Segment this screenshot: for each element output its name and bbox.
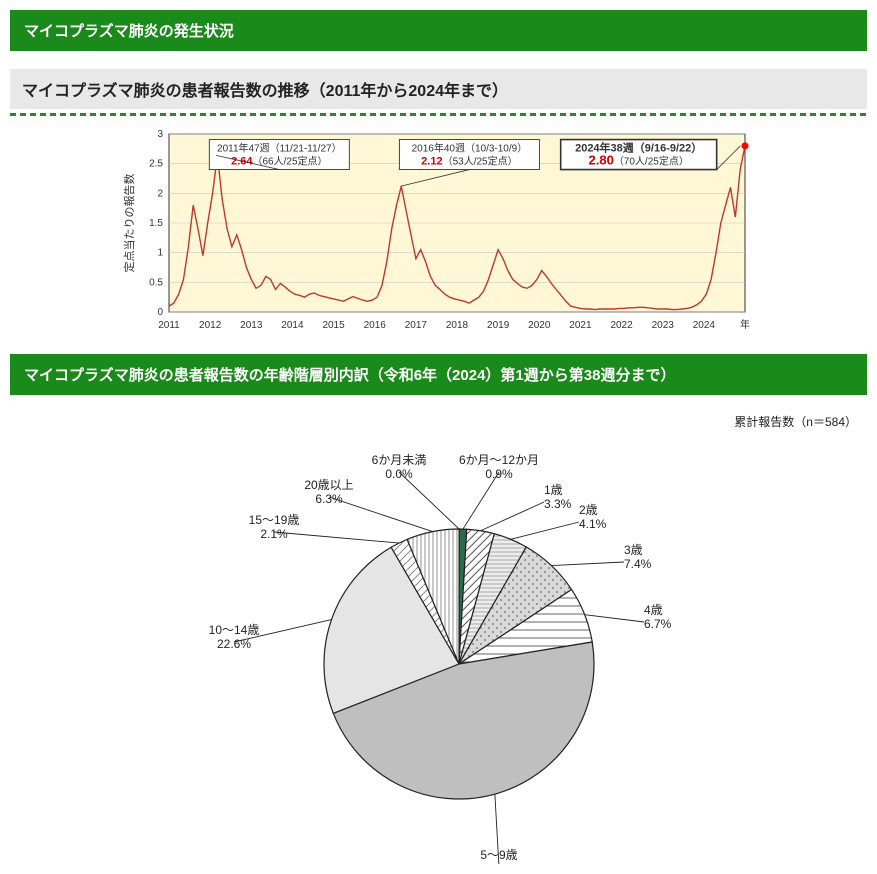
svg-text:年: 年 xyxy=(740,318,750,331)
svg-text:6.3%: 6.3% xyxy=(315,492,343,506)
svg-text:2.64（66人/25定点）: 2.64（66人/25定点） xyxy=(231,155,327,168)
svg-text:0: 0 xyxy=(157,307,163,318)
line-chart-container: 0 0.5 1 1.5 2 2.5 3 2011 2012 2013 2014 2015 2016 201… xyxy=(10,126,867,336)
svg-text:6か月未満: 6か月未満 xyxy=(371,453,426,467)
svg-text:0.0%: 0.0% xyxy=(385,467,413,481)
svg-text:1.5: 1.5 xyxy=(149,218,163,229)
svg-text:3歳: 3歳 xyxy=(624,543,643,557)
pie-chart: 6か月未満0.0% 6か月～12か月0.9% 1歳3.3% 2歳4.1% 3歳7.4% 4… xyxy=(119,434,759,864)
svg-text:2014: 2014 xyxy=(281,320,304,331)
svg-text:2015: 2015 xyxy=(322,320,345,331)
svg-text:2020: 2020 xyxy=(528,320,551,331)
svg-text:2018: 2018 xyxy=(445,320,468,331)
svg-text:2011年47週（11/21-11/27）: 2011年47週（11/21-11/27） xyxy=(217,142,342,155)
svg-text:5～9歳: 5～9歳 xyxy=(480,848,517,862)
svg-text:2: 2 xyxy=(157,188,163,199)
line-chart: 0 0.5 1 1.5 2 2.5 3 2011 2012 2013 2014 2015 2016 201… xyxy=(119,126,759,336)
pie-chart-container: 6か月未満0.0% 6か月～12か月0.9% 1歳3.3% 2歳4.1% 3歳7.4% 4… xyxy=(10,434,867,864)
svg-text:46.7%: 46.7% xyxy=(481,862,515,864)
svg-text:7.4%: 7.4% xyxy=(624,557,652,571)
svg-text:定点当たりの報告数: 定点当たりの報告数 xyxy=(122,174,136,273)
svg-text:2013: 2013 xyxy=(240,320,263,331)
svg-text:1歳: 1歳 xyxy=(544,483,563,497)
svg-text:3.3%: 3.3% xyxy=(544,497,572,511)
svg-text:4歳: 4歳 xyxy=(644,603,663,617)
green-dashed-divider xyxy=(10,113,867,116)
svg-text:4.1%: 4.1% xyxy=(579,517,607,531)
svg-text:0.9%: 0.9% xyxy=(485,467,513,481)
svg-text:10～14歳: 10～14歳 xyxy=(208,623,259,637)
svg-text:22.6%: 22.6% xyxy=(216,637,250,651)
svg-text:2016: 2016 xyxy=(363,320,386,331)
svg-text:2.1%: 2.1% xyxy=(260,527,288,541)
svg-text:2.5: 2.5 xyxy=(149,159,163,170)
section3-header: マイコプラズマ肺炎の患者報告数の年齢階層別内訳（令和6年（2024）第1週から第… xyxy=(10,354,867,395)
svg-text:6か月～12か月: 6か月～12か月 xyxy=(458,453,538,467)
svg-text:0.5: 0.5 xyxy=(149,277,163,288)
svg-text:20歳以上: 20歳以上 xyxy=(304,478,353,492)
cumulative-count-label: 累計報告数（n＝584） xyxy=(10,413,857,430)
svg-text:2017: 2017 xyxy=(404,320,427,331)
svg-text:2019: 2019 xyxy=(487,320,510,331)
svg-text:2022: 2022 xyxy=(610,320,633,331)
svg-text:2016年40週（10/3-10/9）: 2016年40週（10/3-10/9） xyxy=(411,142,527,155)
section1-header: マイコプラズマ肺炎の発生状況 xyxy=(10,10,867,51)
section2-header: マイコプラズマ肺炎の患者報告数の推移（2011年から2024年まで） xyxy=(10,69,867,113)
svg-text:6.7%: 6.7% xyxy=(644,617,672,631)
svg-text:2.12（53人/25定点）: 2.12（53人/25定点） xyxy=(421,155,517,168)
svg-text:15～19歳: 15～19歳 xyxy=(248,513,299,527)
svg-text:2021: 2021 xyxy=(569,320,592,331)
svg-text:2歳: 2歳 xyxy=(579,503,598,517)
svg-text:2011: 2011 xyxy=(158,320,180,331)
svg-text:3: 3 xyxy=(157,129,163,140)
svg-text:2023: 2023 xyxy=(651,320,674,331)
svg-text:2012: 2012 xyxy=(199,320,222,331)
svg-text:1: 1 xyxy=(157,248,163,259)
svg-text:2024: 2024 xyxy=(692,320,715,331)
